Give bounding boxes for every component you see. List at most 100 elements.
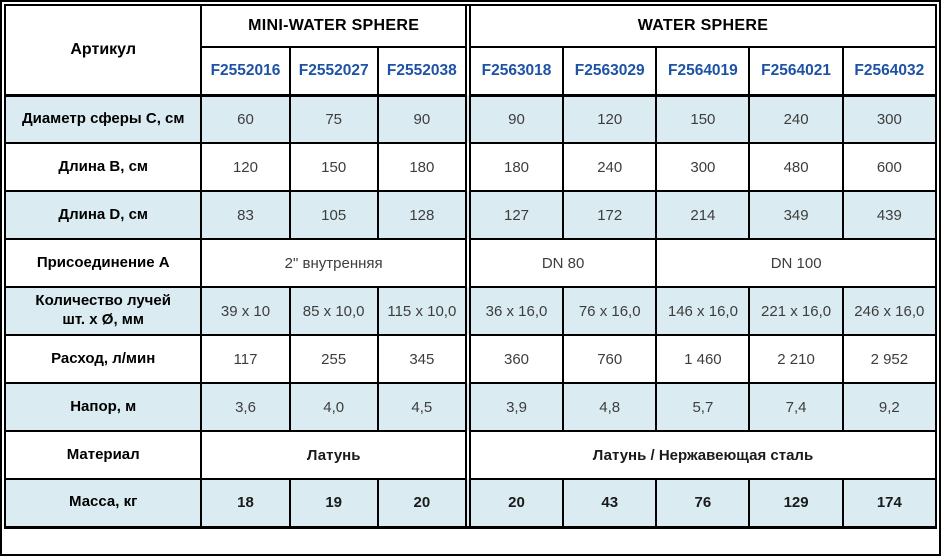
row-label: Напор, м [3,382,203,432]
row-label-line1: Количество лучей [35,292,171,310]
article-number: F2552027 [288,46,379,97]
cell-value: 39 x 10 [200,286,291,336]
cell-value: 7,4 [748,382,844,432]
group-divider [464,479,471,527]
table-row-sphere-diameter: Диаметр сферы С, см 60 75 90 90 120 150 … [3,94,938,144]
cell-value: 18 [200,478,291,528]
group-header-mini-water-sphere: MINI-WATER SPHERE [200,4,467,48]
cell-value: 300 [841,94,938,144]
cell-value: 76 x 16,0 [562,286,658,336]
row-label: Масса, кг [3,478,203,528]
group-divider [464,287,471,335]
merged-cell-value: Латунь / Нержавеющая сталь [468,430,938,480]
merged-cell-value: DN 100 [655,238,937,288]
row-label: Количество лучей шт. х Ø, мм [3,286,203,336]
group-divider [464,143,471,191]
group-divider [464,95,471,143]
article-number: F2563029 [562,46,658,97]
row-label: Длина D, см [3,190,203,240]
merged-cell-value: DN 80 [468,238,658,288]
cell-value: 221 x 16,0 [748,286,844,336]
group-divider [464,431,471,479]
cell-value: 600 [841,142,938,192]
cell-value: 349 [748,190,844,240]
cell-value: 75 [288,94,379,144]
group-divider [464,5,471,47]
merged-cell-value: Латунь [200,430,467,480]
cell-value: 76 [655,478,751,528]
cell-value: 9,2 [841,382,938,432]
cell-value: 180 [468,142,565,192]
cell-value: 255 [288,334,379,384]
table-row-length-d: Длина D, см 83 105 128 127 172 214 349 4… [3,190,938,240]
article-number: F2552016 [200,46,291,97]
product-spec-table: Артикул MINI-WATER SPHERE WATER SPHERE F… [3,4,938,529]
table-row-head: Напор, м 3,6 4,0 4,5 3,9 4,8 5,7 7,4 9,2 [3,382,938,432]
group-divider [464,191,471,239]
group-divider [464,239,471,287]
cell-value: 174 [841,478,938,528]
group-header-row: Артикул MINI-WATER SPHERE WATER SPHERE [3,4,938,97]
cell-value: 345 [376,334,467,384]
group-header-water-sphere: WATER SPHERE [468,4,938,48]
cell-value: 4,5 [376,382,467,432]
cell-value: 19 [288,478,379,528]
article-numbers-row: F2552016 F2552027 F2552038 F2563018 F256… [5,46,938,97]
article-number: F2563018 [468,46,565,97]
row-label: Присоединение А [3,238,203,288]
row-label: Длина В, см [3,142,203,192]
cell-value: 439 [841,190,938,240]
group-divider [464,47,471,95]
cell-value: 129 [748,478,844,528]
cell-value: 20 [468,478,565,528]
article-number: F2564021 [748,46,844,97]
cell-value: 43 [562,478,658,528]
cell-value: 120 [562,94,658,144]
table-row-material: Материал Латунь Латунь / Нержавеющая ста… [3,430,938,480]
cell-value: 2 210 [748,334,844,384]
cell-value: 83 [200,190,291,240]
table-row-mass: Масса, кг 18 19 20 20 43 76 129 174 [3,478,938,528]
cell-value: 105 [288,190,379,240]
cell-value: 240 [748,94,844,144]
merged-cell-value: 2" внутренняя [200,238,467,288]
cell-value: 4,0 [288,382,379,432]
cell-value: 2 952 [841,334,938,384]
cell-value: 760 [562,334,658,384]
cell-value: 120 [200,142,291,192]
row-label: Материал [3,430,203,480]
article-number: F2552038 [376,46,467,97]
cell-value: 117 [200,334,291,384]
cell-value: 85 x 10,0 [288,286,379,336]
table-row-jets-count: Количество лучей шт. х Ø, мм 39 x 10 85 x… [3,286,938,336]
cell-value: 90 [376,94,467,144]
cell-value: 180 [376,142,467,192]
article-number: F2564019 [655,46,751,97]
table-row-length-b: Длина В, см 120 150 180 180 240 300 480 … [3,142,938,192]
cell-value: 480 [748,142,844,192]
cell-value: 300 [655,142,751,192]
cell-value: 146 x 16,0 [655,286,751,336]
group-divider [464,335,471,383]
cell-value: 128 [376,190,467,240]
row-label-line2: шт. х Ø, мм [62,311,144,328]
cell-value: 5,7 [655,382,751,432]
cell-value: 60 [200,94,291,144]
cell-value: 36 x 16,0 [468,286,565,336]
group-divider [464,383,471,431]
cell-value: 150 [288,142,379,192]
cell-value: 20 [376,478,467,528]
cell-value: 115 x 10,0 [376,286,467,336]
cell-value: 150 [655,94,751,144]
cell-value: 90 [468,94,565,144]
row-label: Диаметр сферы С, см [3,94,203,144]
row-label: Расход, л/мин [3,334,203,384]
article-column-header: Артикул [3,4,203,97]
table-row-connection: Присоединение А 2" внутренняя DN 80 DN 1… [3,238,937,288]
cell-value: 240 [562,142,658,192]
table-row-flow-rate: Расход, л/мин 117 255 345 360 760 1 460 … [3,334,938,384]
cell-value: 172 [562,190,658,240]
cell-value: 3,9 [468,382,565,432]
cell-value: 4,8 [562,382,658,432]
cell-value: 1 460 [655,334,751,384]
